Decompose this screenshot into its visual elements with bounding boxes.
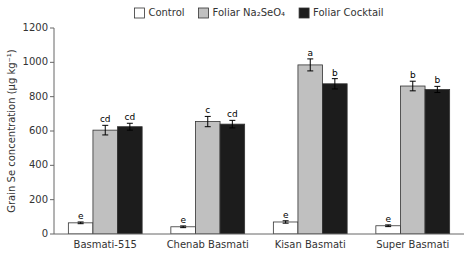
x-tick-label: Basmati-515 — [74, 239, 137, 250]
y-tick — [50, 28, 54, 29]
x-tick-label: Kisan Basmati — [275, 239, 346, 250]
legend-label: Control — [148, 7, 184, 18]
y-tick-label: 600 — [29, 125, 48, 136]
significance-label: b — [410, 70, 416, 80]
significance-label: e — [78, 211, 84, 221]
y-tick — [50, 199, 54, 200]
bar — [195, 122, 220, 234]
error-bar — [332, 79, 338, 89]
significance-label: a — [307, 48, 313, 58]
error-bar — [180, 226, 186, 228]
y-tick — [50, 62, 54, 63]
bar — [93, 130, 118, 234]
bar — [298, 65, 323, 234]
y-tick — [50, 165, 54, 166]
y-tick — [50, 131, 54, 132]
significance-label: cd — [100, 114, 111, 124]
y-tick-label: 1200 — [23, 22, 48, 33]
legend-swatch — [299, 8, 309, 18]
y-tick-label: 200 — [29, 194, 48, 205]
error-bar — [307, 59, 313, 71]
bars — [68, 59, 449, 234]
bar — [68, 223, 93, 234]
error-bar — [127, 123, 133, 130]
significance-label: c — [205, 105, 210, 115]
bar — [171, 227, 196, 234]
significance-label: cd — [227, 109, 238, 119]
error-bar — [385, 225, 391, 227]
error-bar — [229, 120, 235, 128]
y-tick-label: 400 — [29, 159, 48, 170]
y-axis-label: Grain Se concentration (μg kg⁻¹) — [6, 49, 17, 213]
x-tick-label: Chenab Basmati — [167, 239, 249, 250]
y-tick-label: 0 — [42, 228, 48, 239]
bar — [400, 86, 425, 234]
x-axis-line — [54, 234, 464, 235]
error-bar — [434, 86, 440, 92]
bar — [220, 124, 245, 234]
legend-swatch — [134, 8, 144, 18]
bar — [425, 89, 450, 234]
error-bar — [78, 222, 84, 224]
y-axis-line — [54, 28, 55, 234]
legend: Control Foliar Na₂SeO₄ Foliar Cocktail — [134, 7, 383, 18]
bar — [118, 127, 143, 234]
legend-swatch — [199, 8, 209, 18]
y-tick-label: 1000 — [23, 56, 48, 67]
bar — [323, 84, 348, 234]
y-tick-label: 800 — [29, 91, 48, 102]
chart: 0 200 400 600 800 1000 1200 Grain Se concentrat… — [0, 0, 474, 256]
legend-label: Foliar Cocktail — [313, 7, 383, 18]
error-bar — [205, 116, 211, 126]
significance-label: b — [332, 68, 338, 78]
x-tick-label: Super Basmati — [376, 239, 449, 250]
significance-label: e — [180, 215, 186, 225]
y-tick — [50, 234, 54, 235]
bar — [376, 226, 401, 234]
significance-labels: e e e e cd c a b cd cd b b — [78, 48, 441, 225]
bar — [273, 222, 298, 234]
significance-label: e — [385, 214, 391, 224]
legend-label: Foliar Na₂SeO₄ — [213, 7, 286, 18]
error-bar — [410, 81, 416, 91]
significance-label: b — [434, 75, 440, 85]
error-bar — [102, 125, 108, 135]
significance-label: cd — [125, 112, 136, 122]
error-bar — [283, 221, 289, 223]
significance-label: e — [283, 210, 289, 220]
y-tick — [50, 96, 54, 97]
